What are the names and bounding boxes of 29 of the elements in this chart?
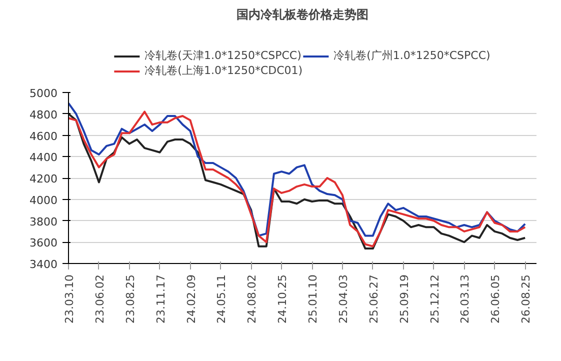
x-tick-label: 26.06.05 (489, 274, 502, 324)
x-tick-label: 23.03.10 (63, 274, 76, 324)
x-tick-label: 25.01.10 (306, 274, 320, 324)
legend-label: 冷轧卷(上海1.0*1250*CDC01) (144, 63, 303, 78)
x-tick-label: 26.08.25 (520, 274, 533, 324)
y-tick-label: 4600 (30, 130, 58, 143)
y-tick-label: 3800 (30, 215, 58, 228)
y-tick-label: 4800 (30, 108, 58, 122)
x-tick-label: 25.06.27 (367, 274, 380, 324)
y-tick-label: 4200 (30, 172, 58, 186)
x-tick-label: 26.03.13 (458, 274, 472, 324)
y-tick-label: 3600 (30, 236, 58, 250)
x-tick-label: 23.06.02 (93, 274, 106, 324)
x-tick-label: 23.08.25 (124, 274, 137, 324)
y-tick-label: 5000 (30, 87, 58, 100)
x-tick-label: 24.08.02 (246, 274, 259, 324)
legend-label: 冷轧卷(天津1.0*1250*CSPCC) (144, 48, 302, 63)
x-tick-label: 24.05.11 (215, 274, 228, 324)
x-tick-label: 25.09.19 (398, 274, 411, 324)
y-tick-label: 4000 (30, 194, 58, 207)
x-tick-label: 25.04.03 (336, 274, 350, 324)
legend-label: 冷轧卷(广州1.0*1250*CSPCC) (334, 48, 490, 63)
chart-title: 国内冷轧板卷价格走势图 (236, 8, 368, 22)
y-tick-label: 3400 (30, 258, 58, 271)
x-tick-label: 24.10.25 (276, 274, 290, 324)
y-tick-label: 4400 (30, 151, 58, 164)
x-tick-label: 24.02.09 (184, 274, 198, 324)
x-tick-label: 23.11.17 (154, 274, 168, 324)
x-tick-label: 25.12.12 (428, 274, 442, 324)
